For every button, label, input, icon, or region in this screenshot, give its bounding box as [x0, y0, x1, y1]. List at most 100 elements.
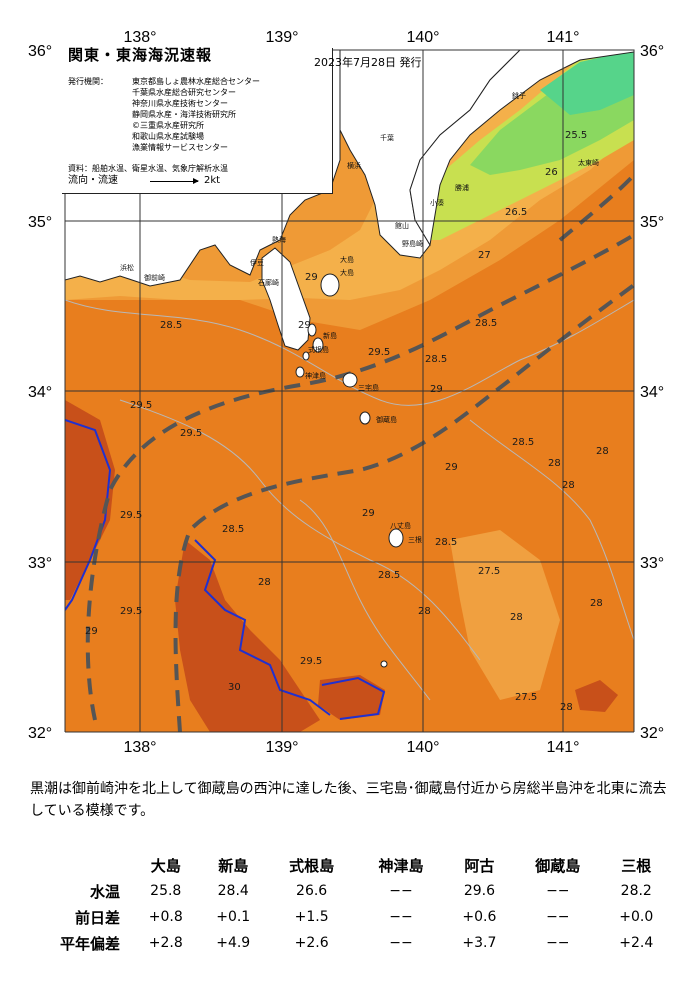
- thin-contours: [65, 299, 634, 701]
- isotherm-label: 26: [545, 167, 558, 178]
- isotherm-label: 29.5: [180, 428, 202, 439]
- isotherm-label: 25.5: [565, 130, 587, 141]
- flow-legend-label: 流向・流速: [68, 175, 118, 186]
- isotherm-label: 28: [560, 702, 573, 713]
- place-label: 勝浦: [455, 183, 469, 192]
- issuer-item: 和歌山県水産試験場: [132, 132, 204, 141]
- isotherm-label: 28.5: [475, 318, 497, 329]
- col-header: 三根: [621, 856, 652, 875]
- table-cell: 28.2: [620, 883, 652, 899]
- issuer-item: ©三重県水産研究所: [132, 121, 204, 130]
- issuer-item: 千葉県水産総合研究センター: [132, 88, 236, 97]
- lon-label-top: 140°: [406, 29, 439, 46]
- island-oshima: [320, 273, 340, 297]
- isotherm-label: 28.5: [425, 354, 447, 365]
- isotherm-label: 28.5: [222, 524, 244, 535]
- issuer-item: 静岡県水産・海洋技術研究所: [132, 110, 236, 119]
- island-niijima: [312, 337, 324, 353]
- place-label: 横浜: [347, 161, 361, 170]
- lat-label-right: 34°: [640, 384, 664, 401]
- table-cell: 25.8: [150, 883, 182, 899]
- table-cell: +0.1: [216, 909, 251, 925]
- land-boso: [409, 49, 635, 247]
- table-cell: +0.6: [462, 909, 497, 925]
- place-label: 八丈島: [390, 521, 411, 530]
- isotherm-label: 28: [590, 598, 603, 609]
- place-label: 新島: [323, 331, 337, 340]
- row-header: 前日差: [74, 908, 120, 927]
- col-header: 御蔵島: [535, 856, 581, 875]
- map-title: 関東・東海海況速報: [68, 46, 213, 64]
- table-cell: 28.4: [217, 883, 249, 899]
- table-cell: −−: [389, 909, 413, 925]
- isotherm-label: 29.5: [120, 510, 142, 521]
- sea-temperature-map: 138° 139° 140° 141° 138° 139° 140° 141° …: [28, 29, 664, 756]
- lon-label-bottom: 141°: [546, 739, 579, 756]
- isotherm-label: 29.5: [300, 656, 322, 667]
- table-cell: −−: [389, 883, 413, 899]
- isotherm-label: 28: [596, 446, 609, 457]
- place-label: 館山: [395, 221, 409, 230]
- table-cell: 29.6: [463, 883, 495, 899]
- lat-label-right: 35°: [640, 214, 664, 231]
- isotherm-label: 27.5: [515, 692, 537, 703]
- lon-label-bottom: 138°: [123, 739, 156, 756]
- contour-30: [65, 419, 386, 720]
- issue-date: 2023年7月28日 発行: [314, 56, 422, 69]
- isotherm-label: 29: [430, 384, 443, 395]
- lat-label-left: 32°: [28, 725, 52, 742]
- issuer-item: 東京都島しょ農林水産総合センター: [132, 77, 260, 86]
- isotherm-label: 28.5: [512, 437, 534, 448]
- table-cell: +2.8: [148, 935, 183, 951]
- table-row: 水温 25.8 28.4 26.6 −− 29.6 −− 28.2: [30, 878, 670, 904]
- table-cell: +1.5: [294, 909, 329, 925]
- isotherm-label: 29.5: [368, 347, 390, 358]
- col-header: 神津島: [378, 856, 424, 875]
- place-label: 大島: [340, 255, 354, 264]
- isotherm-label: 27.5: [478, 566, 500, 577]
- land-izu-peninsula: [261, 247, 311, 351]
- issuer-list: 東京都島しょ農林水産総合センター 千葉県水産総合研究センター 神奈川県水産技術セ…: [132, 76, 260, 153]
- data-source: 資料：船舶水温、衛星水温、気象庁解析水温: [68, 164, 228, 173]
- isotherm-label: 28.5: [378, 570, 400, 581]
- lon-label-bottom: 139°: [265, 739, 298, 756]
- lon-label-top: 139°: [265, 29, 298, 46]
- lat-label-right: 36°: [640, 43, 664, 60]
- sea-hot-south: [175, 540, 320, 732]
- contour-30-patch: [321, 676, 386, 720]
- island-toshima: [307, 323, 317, 337]
- lon-label-top: 141°: [546, 29, 579, 46]
- contour-line: [469, 419, 634, 641]
- place-label: 熱海: [272, 235, 286, 244]
- row-header: 平年偏差: [59, 934, 120, 953]
- isotherm-label: 29.5: [120, 606, 142, 617]
- place-label: 御蔵島: [376, 415, 397, 424]
- isotherm-label: 29: [298, 320, 311, 331]
- table-cell: −−: [546, 909, 570, 925]
- col-header: 式根島: [289, 856, 335, 875]
- lat-label-left: 36°: [28, 43, 52, 60]
- isotherm-label: 28: [562, 480, 575, 491]
- table-cell: +4.9: [216, 935, 251, 951]
- table-cell: +0.8: [148, 909, 183, 925]
- table-cell: +2.4: [619, 935, 654, 951]
- lat-label-left: 34°: [28, 384, 52, 401]
- isotherm-label: 28: [510, 612, 523, 623]
- isotherm-label: 28.5: [160, 320, 182, 331]
- axis-labels: 138° 139° 140° 141° 138° 139° 140° 141° …: [28, 29, 664, 756]
- isotherm-label: 28: [258, 577, 271, 588]
- lat-label-left: 35°: [28, 214, 52, 231]
- contour-line: [119, 399, 481, 661]
- islands: [295, 273, 404, 668]
- table-cell: −−: [389, 935, 413, 951]
- place-label: 式根島: [308, 345, 329, 354]
- issuer-item: 漁業情報サービスセンター: [132, 143, 228, 152]
- place-label: 千葉: [380, 133, 394, 142]
- isotherm-labels: 29.5 29.5 29.5 29.5 29 29 29 28.5 28.5 2…: [85, 130, 609, 713]
- place-label: 神津島: [305, 371, 326, 380]
- kuroshio-axis-south: [173, 283, 634, 732]
- row-header: 水温: [89, 882, 120, 901]
- contour-30-south: [194, 539, 331, 716]
- place-label: 小湊: [430, 198, 444, 207]
- lon-label-top: 138°: [123, 29, 156, 46]
